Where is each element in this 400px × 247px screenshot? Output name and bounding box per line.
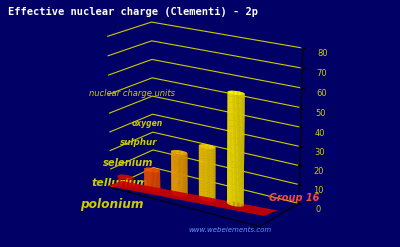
- Text: polonium: polonium: [80, 198, 143, 211]
- Text: selenium: selenium: [103, 158, 153, 168]
- Text: www.webelements.com: www.webelements.com: [188, 227, 271, 233]
- Text: oxygen: oxygen: [132, 119, 163, 127]
- Text: nuclear charge units: nuclear charge units: [89, 89, 175, 98]
- Text: tellurium: tellurium: [92, 178, 148, 188]
- Text: sulphur: sulphur: [120, 138, 158, 147]
- Text: Effective nuclear charge (Clementi) - 2p: Effective nuclear charge (Clementi) - 2p: [8, 7, 258, 18]
- Text: Group 16: Group 16: [269, 193, 319, 203]
